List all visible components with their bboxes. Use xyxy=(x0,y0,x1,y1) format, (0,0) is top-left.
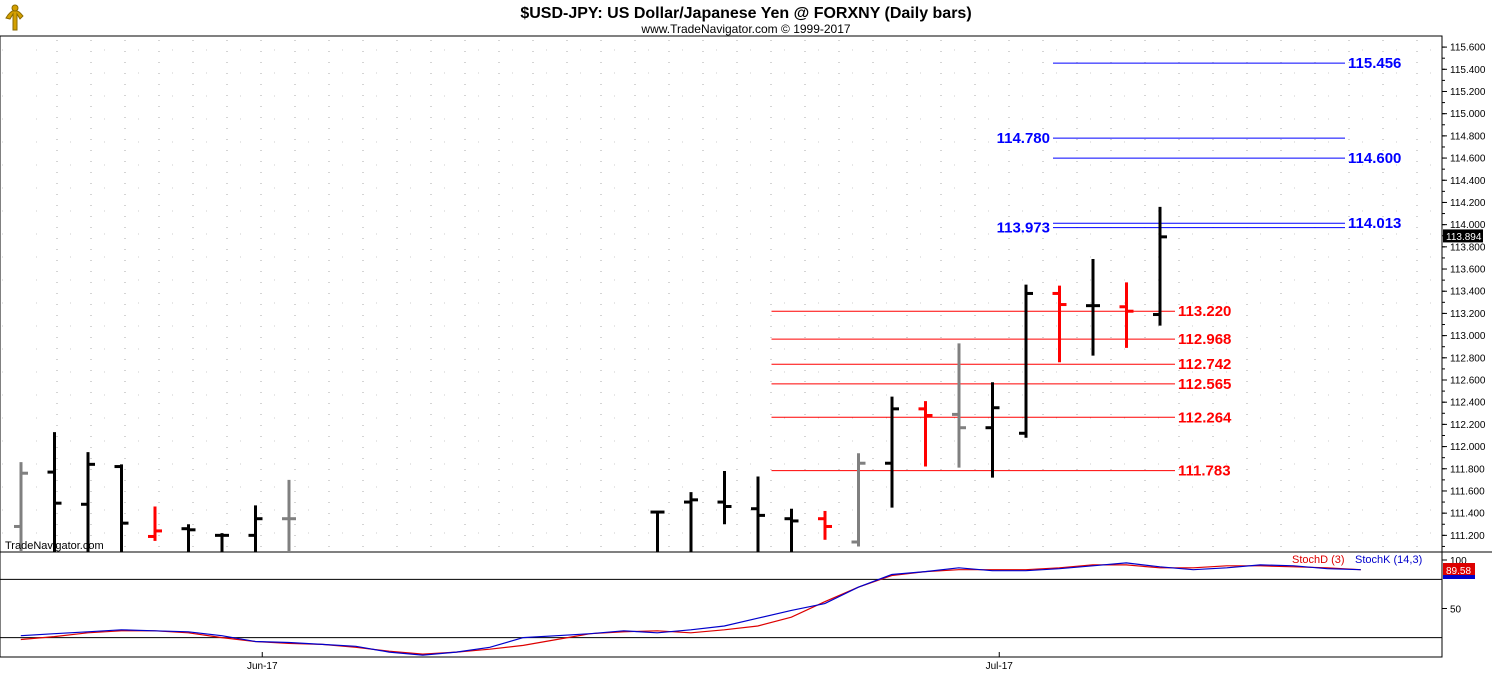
chart-subtitle: www.TradeNavigator.com © 1999-2017 xyxy=(640,22,850,36)
ohlc-bar xyxy=(1019,284,1033,438)
ohlc-bar xyxy=(47,432,62,552)
price-tick-label: 114.000 xyxy=(1450,220,1486,231)
ohlc-bar xyxy=(885,396,899,508)
levels: 115.456 114.780 114.600 114.013 113.973 113.2… xyxy=(771,55,1401,480)
last-price-badge: 113.894 xyxy=(1443,229,1483,243)
resistance-label: 113.973 xyxy=(997,220,1050,237)
stoch-tick-label: 50 xyxy=(1450,605,1462,616)
price-tick-label: 113.600 xyxy=(1450,265,1486,276)
logo-icon xyxy=(5,4,24,31)
price-tick-label: 113.000 xyxy=(1450,331,1486,342)
price-tick-label: 114.400 xyxy=(1450,176,1486,187)
ohlc-bar xyxy=(215,533,229,552)
support-label: 113.220 xyxy=(1178,303,1231,320)
ohlc-bar xyxy=(918,401,933,467)
price-tick-label: 111.800 xyxy=(1450,464,1485,475)
price-tick-label: 115.000 xyxy=(1450,109,1486,120)
support-label: 112.968 xyxy=(1178,331,1231,348)
support-label: 112.264 xyxy=(1178,409,1232,426)
last-price-label: 113.894 xyxy=(1446,232,1482,243)
price-tick-label: 113.200 xyxy=(1450,309,1486,320)
stochastic-axis: 100 50 xyxy=(1442,556,1467,616)
chart-title: $USD-JPY: US Dollar/Japanese Yen @ FORXN… xyxy=(520,5,971,22)
ohlc-bar xyxy=(181,524,196,552)
ohlc-bar xyxy=(684,492,698,552)
stoch-tick-label: 100 xyxy=(1450,556,1467,567)
price-tick-label: 112.000 xyxy=(1450,442,1486,453)
price-tick-label: 112.400 xyxy=(1450,398,1486,409)
x-tick-label: Jun-17 xyxy=(247,661,278,672)
resistance-label: 115.456 xyxy=(1348,55,1401,72)
ohlc-bar xyxy=(717,470,732,525)
price-tick-label: 112.200 xyxy=(1450,420,1486,431)
x-tick-label: Jul-17 xyxy=(986,661,1014,672)
price-tick-label: 111.400 xyxy=(1450,509,1485,520)
price-tick-label: 111.200 xyxy=(1450,531,1485,542)
ohlc-bar xyxy=(1119,282,1134,348)
price-tick-label: 111.600 xyxy=(1450,486,1485,497)
support-label: 112.742 xyxy=(1178,356,1231,373)
ohlc-bar xyxy=(282,479,296,552)
resistance-label: 114.600 xyxy=(1348,150,1401,167)
price-tick-label: 114.200 xyxy=(1450,198,1486,209)
price-tick-label: 112.800 xyxy=(1450,353,1486,364)
stoch-d-legend: StochD (3) xyxy=(1292,554,1345,566)
stochastic-lines xyxy=(0,562,1442,656)
price-panel xyxy=(0,35,1443,553)
resistance-label: 114.013 xyxy=(1348,215,1401,232)
ohlc-bar xyxy=(751,476,765,552)
stoch-d-line xyxy=(20,564,1361,655)
ohlc-bar xyxy=(1086,259,1100,356)
price-tick-label: 115.200 xyxy=(1450,87,1486,98)
watermark: TradeNavigator.com xyxy=(5,540,104,552)
support-label: 112.565 xyxy=(1178,376,1231,393)
resistance-label: 114.780 xyxy=(997,130,1050,147)
price-tick-label: 113.400 xyxy=(1450,287,1486,298)
price-tick-label: 112.600 xyxy=(1450,376,1486,387)
price-bars xyxy=(14,206,1167,552)
ohlc-bar xyxy=(81,452,95,552)
stoch-last-label: 89.58 xyxy=(1446,566,1471,577)
support-label: 111.783 xyxy=(1178,463,1231,480)
stoch-last-badge: 89.58 xyxy=(1443,563,1475,579)
ohlc-bar xyxy=(1153,206,1167,326)
ohlc-bar xyxy=(650,510,665,552)
ohlc-bar xyxy=(818,510,832,540)
stoch-k-legend: StochK (14,3) xyxy=(1355,554,1422,566)
price-tick-label: 114.800 xyxy=(1450,131,1486,142)
stoch-k-line xyxy=(20,562,1361,656)
price-axis: 111.200 111.400 111.600 111.800 112.000 112.2… xyxy=(1442,43,1486,547)
ohlc-bar xyxy=(784,508,799,552)
price-tick-label: 114.600 xyxy=(1450,154,1486,165)
x-axis: Jun-17 Jul-17 xyxy=(247,652,1013,672)
ohlc-bar xyxy=(148,506,162,541)
price-tick-label: 115.600 xyxy=(1450,43,1486,54)
ohlc-bar xyxy=(985,382,1000,478)
ohlc-bar xyxy=(14,462,28,552)
ohlc-bar xyxy=(851,453,866,547)
ohlc-bar xyxy=(114,464,129,552)
price-tick-label: 115.400 xyxy=(1450,65,1486,76)
price-tick-label: 113.800 xyxy=(1450,242,1486,253)
ohlc-bar xyxy=(952,343,966,468)
ohlc-bar xyxy=(1052,285,1067,363)
ohlc-bar xyxy=(248,505,263,552)
